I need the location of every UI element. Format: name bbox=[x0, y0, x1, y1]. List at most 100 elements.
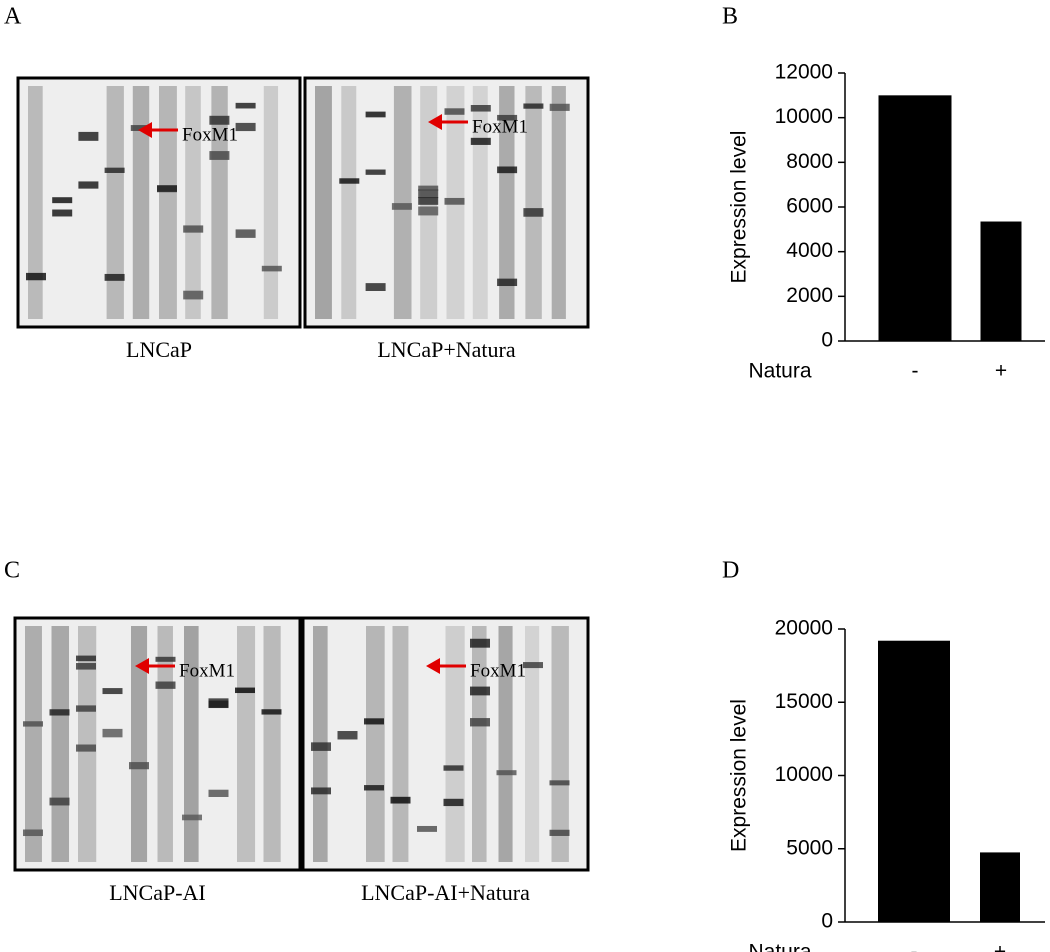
blot-band bbox=[443, 765, 464, 771]
blot-lane bbox=[106, 86, 124, 319]
blot-band bbox=[49, 709, 70, 716]
bar bbox=[878, 640, 950, 922]
blot-lane bbox=[472, 626, 487, 862]
blot-lane bbox=[28, 86, 43, 319]
bar bbox=[980, 852, 1020, 922]
blot-lane bbox=[525, 86, 542, 319]
blot-band bbox=[235, 122, 256, 132]
blot-band bbox=[183, 290, 204, 300]
blot-lane bbox=[78, 626, 97, 862]
y-tick-label: 0 bbox=[821, 329, 833, 352]
marker-label: FoxM1 bbox=[182, 124, 238, 145]
blot-band bbox=[157, 185, 177, 192]
blot-band bbox=[261, 709, 282, 715]
blot-band bbox=[235, 102, 256, 109]
blot-band bbox=[52, 197, 73, 204]
blot-band bbox=[209, 115, 230, 125]
blot-band bbox=[390, 796, 411, 804]
blot-band bbox=[78, 131, 99, 141]
blot-band bbox=[104, 273, 125, 281]
blot-band bbox=[443, 798, 464, 807]
panel-label: A bbox=[4, 4, 22, 30]
y-tick-label: 2000 bbox=[786, 284, 833, 307]
blot-lane bbox=[393, 86, 412, 319]
y-tick-label: 10000 bbox=[775, 763, 833, 786]
blot-band bbox=[76, 705, 96, 712]
blot-band bbox=[78, 181, 99, 189]
blot-band bbox=[470, 105, 491, 112]
blot-band bbox=[470, 718, 490, 727]
arrow-head bbox=[426, 658, 440, 674]
blot-lane bbox=[237, 626, 256, 862]
x-axis-label: Natura bbox=[748, 941, 811, 952]
blot-band bbox=[364, 785, 384, 791]
blot-lane bbox=[445, 626, 465, 862]
y-tick-label: 12000 bbox=[775, 61, 833, 84]
blot-band bbox=[470, 137, 491, 145]
blot-lane bbox=[132, 86, 150, 319]
blot-lane bbox=[392, 626, 409, 862]
blot-band bbox=[418, 197, 439, 205]
blot-lane bbox=[211, 86, 228, 319]
blot-band bbox=[444, 197, 465, 205]
blot-band bbox=[235, 229, 256, 238]
blot-band bbox=[182, 814, 202, 821]
blot-band bbox=[208, 698, 229, 708]
blot-band bbox=[76, 744, 96, 752]
blot-band bbox=[364, 718, 384, 725]
blot-caption: LNCaP-AI+Natura bbox=[361, 880, 530, 905]
blot-band bbox=[418, 185, 439, 191]
blot-band bbox=[76, 655, 96, 662]
blot-band bbox=[311, 742, 331, 751]
blot-band bbox=[261, 265, 282, 272]
blot-band bbox=[49, 797, 70, 806]
blot-band bbox=[497, 114, 518, 121]
blot-band bbox=[418, 189, 439, 199]
y-tick-label: 4000 bbox=[786, 239, 833, 262]
marker-label: FoxM1 bbox=[179, 660, 235, 681]
y-tick-label: 5000 bbox=[786, 836, 833, 859]
blot-band bbox=[470, 686, 490, 696]
arrow-head bbox=[138, 122, 152, 138]
blot-band bbox=[102, 688, 123, 695]
blot-caption: LNCaP bbox=[126, 337, 192, 362]
blot-lane bbox=[51, 626, 70, 862]
blot-band bbox=[365, 283, 386, 291]
blot-band bbox=[365, 111, 386, 118]
y-axis-label: Expression level bbox=[728, 131, 751, 284]
blot-band bbox=[497, 166, 518, 174]
arrow-head bbox=[135, 658, 149, 674]
blot-lane bbox=[551, 626, 569, 862]
blot-lane bbox=[499, 86, 515, 319]
blot-band bbox=[26, 272, 46, 281]
blot-band bbox=[523, 103, 544, 109]
blot-band bbox=[365, 169, 386, 175]
blot-caption: LNCaP+Natura bbox=[377, 337, 515, 362]
blot-band bbox=[208, 789, 229, 797]
blot-band bbox=[549, 780, 570, 786]
blot-caption: LNCaP-AI bbox=[109, 880, 206, 905]
blot-band bbox=[311, 787, 331, 795]
blot-band bbox=[444, 108, 465, 115]
blot-lane bbox=[315, 86, 332, 319]
panel-label: D bbox=[722, 558, 739, 584]
blot-band bbox=[155, 681, 176, 689]
blot-band bbox=[76, 663, 96, 670]
blot-lane bbox=[263, 86, 279, 319]
y-tick-label: 15000 bbox=[775, 690, 833, 713]
marker-label: FoxM1 bbox=[470, 660, 526, 681]
blot-band bbox=[23, 721, 43, 727]
y-tick-label: 8000 bbox=[786, 150, 833, 173]
blot-band bbox=[549, 829, 570, 836]
blot-band bbox=[418, 206, 439, 216]
x-tick-label: + bbox=[994, 941, 1006, 952]
blot-band bbox=[523, 662, 543, 669]
y-tick-label: 10000 bbox=[775, 105, 833, 128]
blot-band bbox=[417, 825, 437, 832]
blot-lane bbox=[184, 626, 199, 862]
blot-lane bbox=[263, 626, 281, 862]
blot-band bbox=[339, 178, 360, 184]
blot-lane bbox=[551, 86, 566, 319]
